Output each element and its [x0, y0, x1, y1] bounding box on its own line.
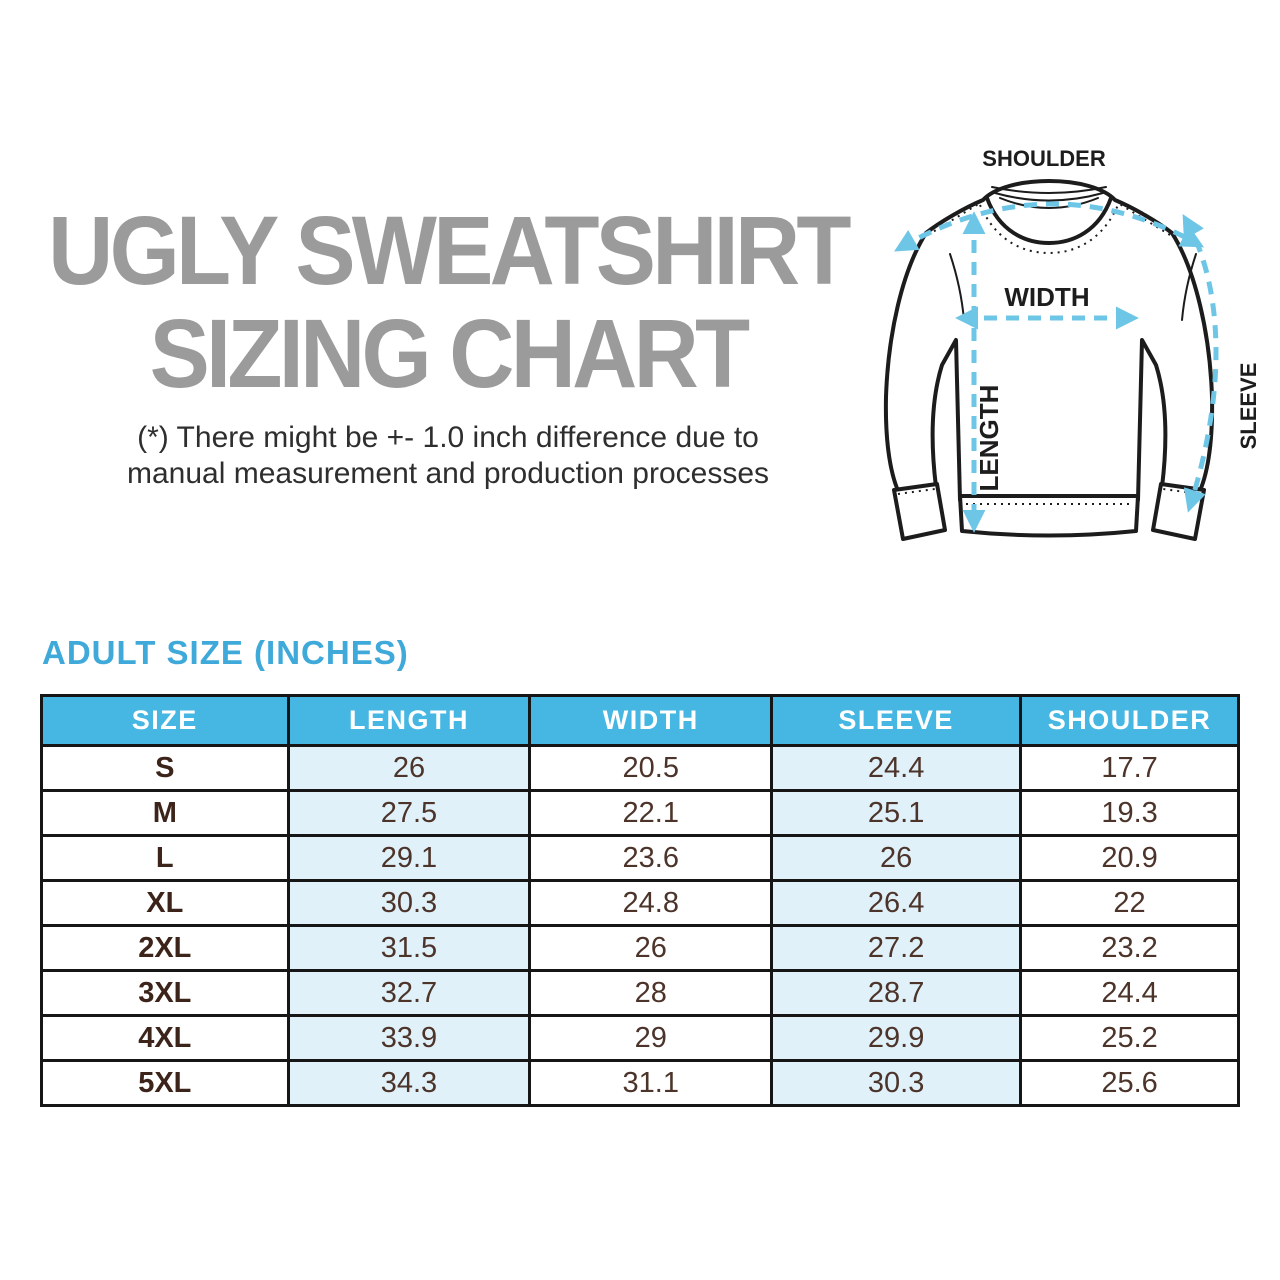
size-table: SIZE LENGTH WIDTH SLEEVE SHOULDER S 26 2… [40, 694, 1240, 1107]
width-label: WIDTH [1004, 282, 1089, 312]
length-label: LENGTH [974, 385, 1004, 492]
cell-sleeve: 24.4 [770, 744, 1023, 792]
shoulder-arrow [894, 201, 1205, 252]
cell-width: 28 [528, 969, 774, 1017]
table-row: M 27.5 22.1 25.1 19.3 [40, 789, 1240, 837]
cell-size: 5XL [40, 1059, 290, 1107]
cell-length: 27.5 [286, 789, 532, 837]
cell-length: 34.3 [286, 1059, 532, 1107]
table-row: S 26 20.5 24.4 17.7 [40, 744, 1240, 792]
table-header-row: SIZE LENGTH WIDTH SLEEVE SHOULDER [40, 694, 1240, 747]
cell-shoulder: 19.3 [1019, 789, 1240, 837]
section-heading: ADULT SIZE (INCHES) [42, 634, 409, 671]
measure-arrows [894, 201, 1219, 533]
sleeve-arrow [1182, 213, 1219, 513]
cell-size: XL [40, 879, 290, 927]
cell-size: 3XL [40, 969, 290, 1017]
cell-length: 30.3 [286, 879, 532, 927]
cell-width: 26 [528, 924, 774, 972]
disclaimer-line1: (*) There might be +- 1.0 inch differenc… [137, 420, 759, 454]
cell-shoulder: 22 [1019, 879, 1240, 927]
cell-length: 26 [286, 744, 532, 792]
cell-size: 4XL [40, 1014, 290, 1062]
page-title: UGLY SWEATSHIRT SIZING CHART [48, 196, 851, 408]
cell-shoulder: 24.4 [1019, 969, 1240, 1017]
table-row: 5XL 34.3 31.1 30.3 25.6 [40, 1059, 1240, 1107]
cell-sleeve: 26.4 [770, 879, 1023, 927]
cell-size: S [40, 744, 290, 792]
cell-sleeve: 29.9 [770, 1014, 1023, 1062]
table-row: 3XL 32.7 28 28.7 24.4 [40, 969, 1240, 1017]
sweatshirt-diagram: SHOULDER WIDTH LENGTH SLEEVE [866, 138, 1280, 584]
disclaimer-line2: manual measurement and production proces… [126, 457, 770, 491]
header-length: LENGTH [286, 694, 532, 747]
cell-width: 29 [528, 1014, 774, 1062]
cell-shoulder: 25.2 [1019, 1014, 1240, 1062]
cell-shoulder: 20.9 [1019, 834, 1240, 882]
cell-size: M [40, 789, 290, 837]
cell-length: 33.9 [286, 1014, 532, 1062]
page-title-line2: SIZING CHART [149, 298, 751, 408]
sleeve-label: SLEEVE [1236, 363, 1261, 450]
cell-length: 32.7 [286, 969, 532, 1017]
header-shoulder: SHOULDER [1019, 694, 1240, 747]
cell-size: L [40, 834, 290, 882]
cell-length: 31.5 [286, 924, 532, 972]
title-block: UGLY SWEATSHIRT SIZING CHART (*) There m… [18, 196, 878, 493]
cell-shoulder: 23.2 [1019, 924, 1240, 972]
disclaimer-text: (*) There might be +- 1.0 inch differenc… [18, 420, 878, 493]
header-size: SIZE [40, 694, 290, 747]
cell-width: 31.1 [528, 1059, 774, 1107]
cell-width: 20.5 [528, 744, 774, 792]
cell-sleeve: 26 [770, 834, 1023, 882]
cell-sleeve: 25.1 [770, 789, 1023, 837]
cell-shoulder: 25.6 [1019, 1059, 1240, 1107]
page-title-line1: UGLY SWEATSHIRT [48, 196, 851, 305]
table-row: L 29.1 23.6 26 20.9 [40, 834, 1240, 882]
table-row: 2XL 31.5 26 27.2 23.2 [40, 924, 1240, 972]
cell-length: 29.1 [286, 834, 532, 882]
cell-size: 2XL [40, 924, 290, 972]
cell-width: 24.8 [528, 879, 774, 927]
header-sleeve: SLEEVE [770, 694, 1023, 747]
cell-sleeve: 30.3 [770, 1059, 1023, 1107]
cell-sleeve: 28.7 [770, 969, 1023, 1017]
cell-sleeve: 27.2 [770, 924, 1023, 972]
header-width: WIDTH [528, 694, 774, 747]
sweatshirt-outline [883, 179, 1215, 541]
table-row: 4XL 33.9 29 29.9 25.2 [40, 1014, 1240, 1062]
cell-width: 23.6 [528, 834, 774, 882]
table-row: XL 30.3 24.8 26.4 22 [40, 879, 1240, 927]
cell-width: 22.1 [528, 789, 774, 837]
cell-shoulder: 17.7 [1019, 744, 1240, 792]
shoulder-label: SHOULDER [982, 146, 1106, 171]
